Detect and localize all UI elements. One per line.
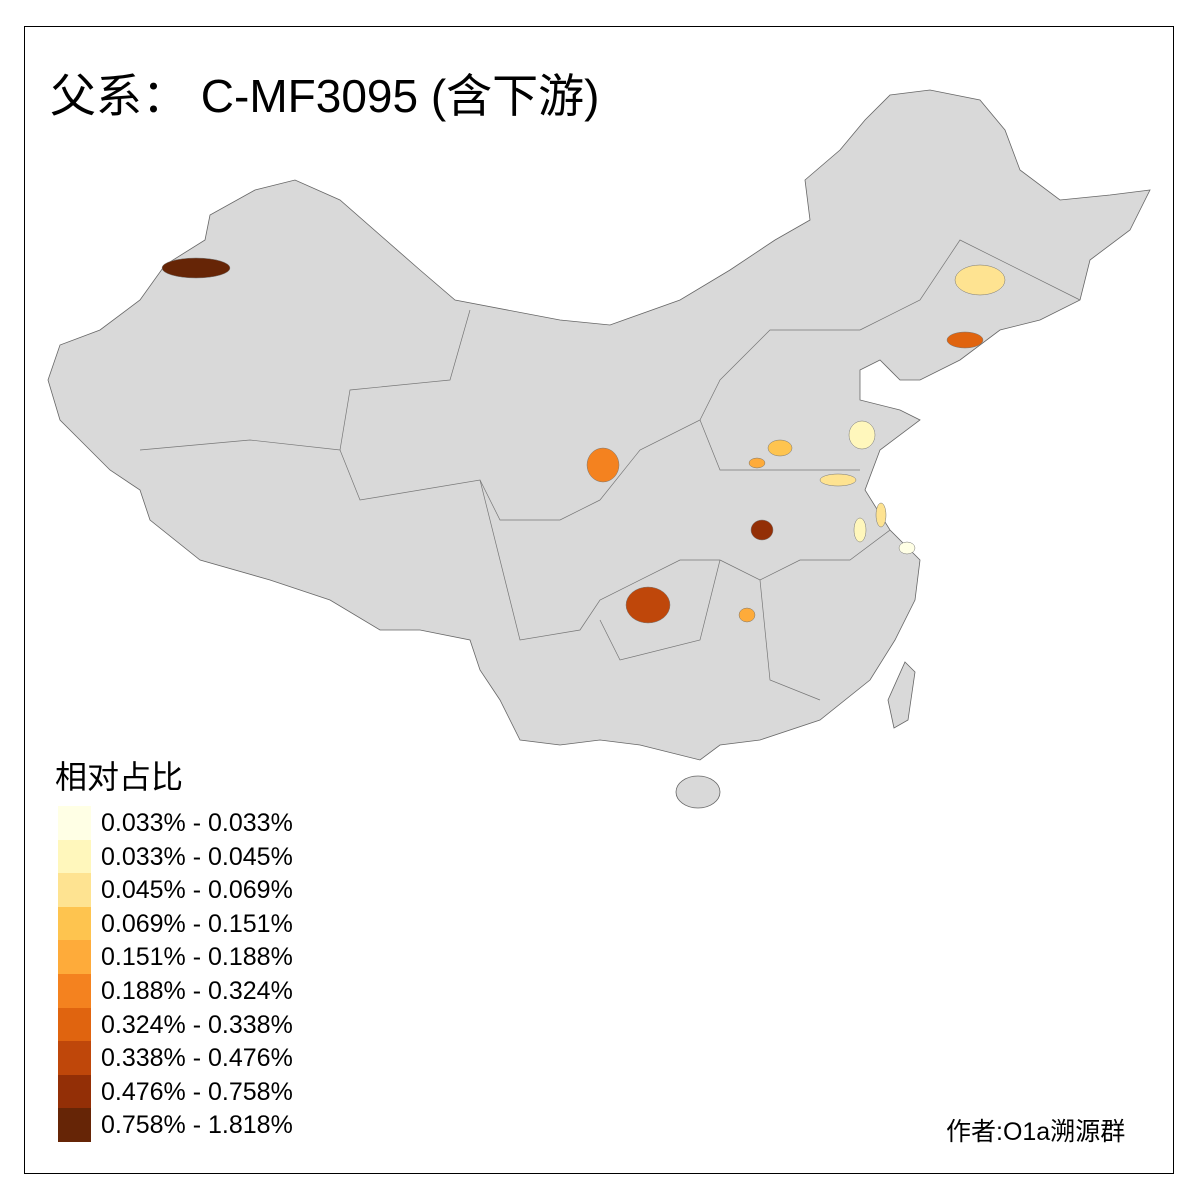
highlighted-region xyxy=(848,420,876,450)
legend-swatch xyxy=(58,940,91,974)
legend-title: 相对占比 xyxy=(55,759,184,795)
legend-swatch xyxy=(58,806,91,840)
legend-label: 0.476% - 0.758% xyxy=(101,1077,293,1106)
hainan-island xyxy=(675,775,721,809)
legend-swatch xyxy=(58,1074,91,1109)
legend-item: 0.069% - 0.151% xyxy=(58,906,458,941)
province-borders xyxy=(139,239,1081,701)
legend-item: 0.188% - 0.324% xyxy=(58,974,458,1008)
legend-item: 0.045% - 0.069% xyxy=(58,873,458,907)
legend-label: 0.188% - 0.324% xyxy=(101,977,293,1005)
legend-label: 0.758% - 1.818% xyxy=(101,1111,293,1140)
highlighted-region xyxy=(875,502,887,528)
legend-swatch xyxy=(58,1041,91,1075)
legend-swatch xyxy=(58,974,91,1008)
highlighted-region xyxy=(625,586,671,624)
highlighted-region xyxy=(946,331,984,349)
highlighted-region xyxy=(750,519,774,541)
highlighted-region xyxy=(748,457,766,469)
map-frame xyxy=(24,26,1174,1174)
legend-item: 0.151% - 0.188% xyxy=(58,940,458,974)
highlighted-region xyxy=(767,439,793,457)
highlighted-region xyxy=(161,257,231,279)
legend-item: 0.033% - 0.033% xyxy=(58,806,458,840)
legend-item: 0.338% - 0.476% xyxy=(58,1041,458,1075)
legend-item: 0.476% - 0.758% xyxy=(58,1074,458,1109)
legend-label: 0.069% - 0.151% xyxy=(101,909,293,938)
legend-label: 0.338% - 0.476% xyxy=(101,1044,293,1073)
legend-item: 0.324% - 0.338% xyxy=(58,1007,458,1042)
legend-label: 0.151% - 0.188% xyxy=(101,943,293,972)
legend-swatch xyxy=(58,906,91,941)
highlighted-region xyxy=(898,541,916,555)
legend-swatch xyxy=(58,839,91,874)
highlighted-region xyxy=(954,264,1006,296)
highlighted-region xyxy=(819,473,857,487)
legend-swatch xyxy=(58,873,91,907)
legend-swatch xyxy=(58,1007,91,1042)
legend-swatch xyxy=(58,1108,91,1142)
highlighted-region xyxy=(586,447,620,483)
map-title: 父系： C-MF3095 (含下游) xyxy=(50,70,600,122)
legend-item: 0.033% - 0.045% xyxy=(58,839,458,874)
legend-label: 0.033% - 0.033% xyxy=(101,809,293,837)
legend-label: 0.324% - 0.338% xyxy=(101,1010,293,1039)
legend-item: 0.758% - 1.818% xyxy=(58,1108,458,1142)
legend-label: 0.033% - 0.045% xyxy=(101,842,293,871)
legend-label: 0.045% - 0.069% xyxy=(101,876,293,905)
taiwan-island xyxy=(887,661,916,729)
author-credit: 作者:O1a溯源群 xyxy=(946,1118,1126,1146)
highlighted-region xyxy=(853,517,867,543)
china-landmass xyxy=(47,89,1151,761)
highlighted-region xyxy=(738,607,756,623)
